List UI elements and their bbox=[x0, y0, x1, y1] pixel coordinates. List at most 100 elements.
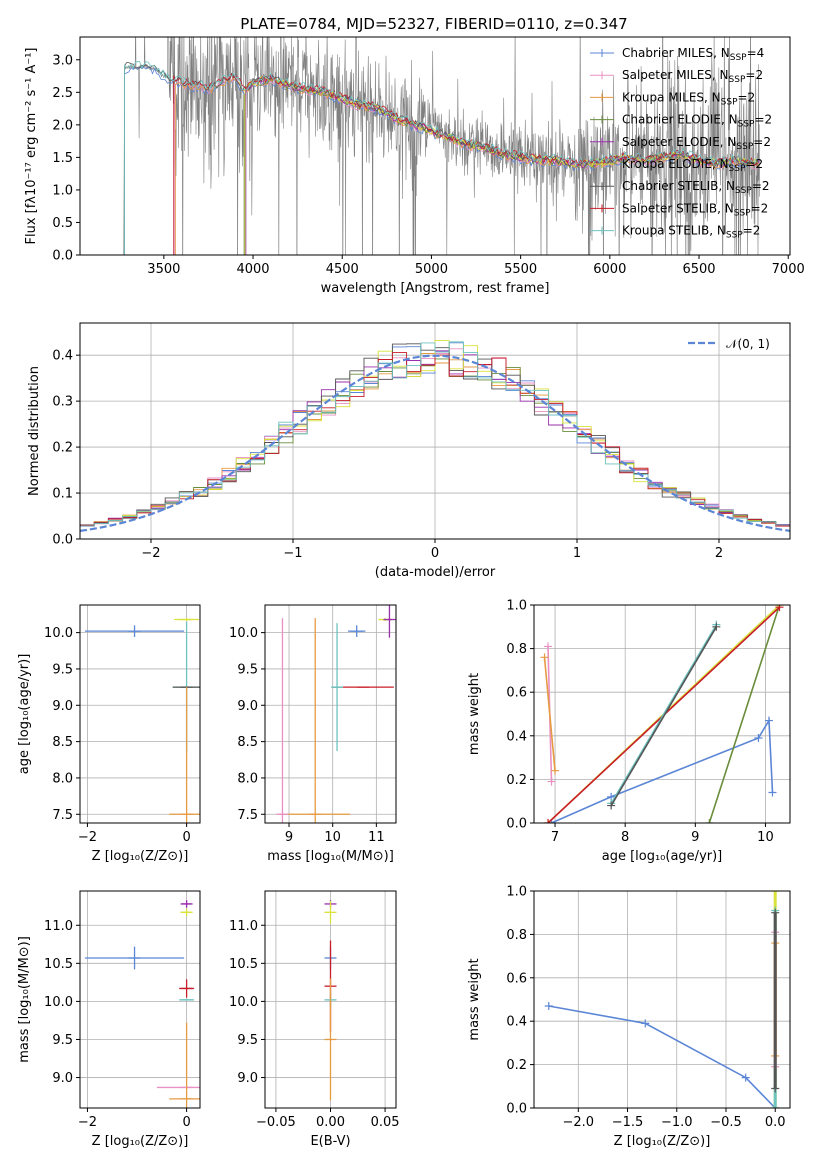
massweight_vs_Z-marker-chabrier_miles bbox=[641, 1019, 650, 1028]
age_vs_mass-xtick-label: 9 bbox=[285, 830, 293, 845]
legend-label-suffix: =2 bbox=[754, 113, 772, 127]
massweight_vs_Z-marker-kroupa_stelib bbox=[771, 1104, 780, 1108]
mass_vs_EBV-xtick-label: 0.00 bbox=[316, 1115, 345, 1130]
massweight_vs_Z-marker-chabrier_stelib bbox=[771, 908, 780, 917]
legend-label-chabrier_elodie: Chabrier ELODIE, NSSP=2 bbox=[622, 113, 772, 130]
spectrum-ylabel: Flux [fλ10⁻¹⁷ erg cm⁻² s⁻¹ A⁻¹] bbox=[24, 48, 39, 245]
mass_vs_Z-frame: −2 0 9.0 9.5 10.0 10.5 11.0 Z [log₁₀(Z/Z⊙)] mass… bbox=[17, 890, 201, 1149]
massweight_vs_age-frame: 7 8 9 10 0.0 0.2 0.4 0.6 0.8 1.0 age [log₁₀(age/yr… bbox=[467, 599, 791, 864]
massweight_vs_Z-marker-chabrier_miles bbox=[544, 1002, 553, 1011]
residuals-ytick-label: 0.3 bbox=[52, 395, 73, 410]
legend-label-suffix: =2 bbox=[745, 68, 763, 82]
spectrum-ytick-label: 2.5 bbox=[52, 86, 73, 101]
spectrum-border bbox=[79, 36, 791, 256]
massweight_vs_age-xtick-label: 7 bbox=[551, 830, 559, 845]
massweight_vs_Z-marker-chabrier_miles bbox=[741, 1073, 750, 1082]
age_vs_Z-border bbox=[79, 604, 201, 824]
spectrum-ytick-label: 0.0 bbox=[52, 249, 73, 264]
massweight_vs_age-ylabel: mass weight bbox=[467, 673, 482, 755]
spectrum-xtick-label: 5000 bbox=[415, 262, 448, 277]
massweight_vs_Z-marker-chabrier_stelib bbox=[771, 1084, 780, 1093]
mass_vs_EBV-ytick-label: 10.5 bbox=[229, 957, 258, 972]
spectrum-data-group bbox=[121, 37, 760, 255]
massweight_vs_age-marker-salpeter_stelib bbox=[775, 605, 784, 612]
legend-label-kroupa_elodie: Kroupa ELODIE, NSSP=2 bbox=[622, 157, 763, 174]
residuals-xlabel: (data-model)/error bbox=[375, 565, 496, 580]
legend-label-sub: SSP bbox=[734, 208, 751, 218]
legend-label-salpeter_stelib: Salpeter STELIB, NSSP=2 bbox=[622, 201, 768, 218]
residuals-ytick-label: 0.0 bbox=[52, 533, 73, 548]
residuals-legend-label: 𝒩(0, 1) bbox=[726, 337, 770, 351]
legend-label-suffix: =2 bbox=[745, 157, 763, 171]
massweight_vs_age-ytick-label: 0.0 bbox=[506, 817, 527, 832]
spectrum-xtick-label: 6000 bbox=[593, 262, 626, 277]
mass_vs_Z-ytick-label: 9.5 bbox=[52, 1033, 73, 1048]
spectrum-xtick-label: 4000 bbox=[236, 262, 269, 277]
legend-label-text: Chabrier STELIB, N bbox=[622, 179, 735, 193]
massweight_vs_Z-line-chabrier_miles bbox=[548, 1005, 776, 1108]
legend-label-suffix: =2 bbox=[753, 135, 771, 149]
mass_vs_EBV-frame: −0.05 0.00 0.05 9.0 9.5 10.0 10.5 11.0 E(B-V) bbox=[229, 890, 400, 1149]
age_vs_mass-xtick-label: 10 bbox=[324, 830, 341, 845]
massweight_vs_Z-axes bbox=[534, 890, 790, 1109]
age_vs_Z-xtick-label: −2 bbox=[78, 830, 97, 845]
massweight_vs_age-marker-salpeter_miles bbox=[544, 642, 553, 651]
residuals-xtick-label: −1 bbox=[283, 546, 302, 561]
massweight_vs_age-marker-chabrier_miles bbox=[754, 733, 763, 742]
mass_vs_Z-xlabel: Z [log₁₀(Z/Z⊙)] bbox=[92, 1134, 189, 1149]
legend-label-salpeter_elodie: Salpeter ELODIE, NSSP=2 bbox=[622, 135, 771, 152]
mass_vs_Z-xtick-label: 0 bbox=[182, 1115, 190, 1130]
legend-label-sub: SSP bbox=[729, 75, 746, 85]
massweight_vs_age-marker-chabrier_miles bbox=[764, 716, 773, 725]
age_vs_mass-ytick-label: 8.0 bbox=[237, 771, 258, 786]
spectrum-data-line bbox=[121, 37, 760, 255]
massweight_vs_Z-xtick-label: −1.0 bbox=[661, 1115, 693, 1130]
massweight_vs_Z-xtick-label: −0.5 bbox=[710, 1115, 742, 1130]
mass_vs_EBV-points bbox=[324, 900, 337, 1101]
age_vs_mass-xtick-label: 11 bbox=[368, 830, 385, 845]
legend-label-chabrier_stelib: Chabrier STELIB, NSSP=2 bbox=[622, 179, 770, 196]
mass_vs_Z-ytick-label: 11.0 bbox=[44, 919, 73, 934]
legend-label-text: Salpeter ELODIE, N bbox=[622, 135, 736, 149]
spectrum-ytick-label: 1.5 bbox=[52, 151, 73, 166]
residuals-legend: 𝒩(0, 1) bbox=[688, 337, 770, 351]
residuals-normal-curve bbox=[80, 354, 790, 532]
massweight_vs_Z-ytick-label: 0.8 bbox=[506, 928, 527, 943]
spectrum-ytick-label: 1.0 bbox=[52, 183, 73, 198]
massweight_vs_Z-ytick-label: 0.6 bbox=[506, 971, 527, 986]
spectrum-frame: 3500 4000 4500 5000 5500 6000 6500 7000 0.0 0.5 1.… bbox=[24, 36, 805, 296]
residuals-ytick-label: 0.2 bbox=[52, 441, 73, 456]
spectrum-model-chabrier_stelib bbox=[124, 62, 759, 255]
massweight_vs_Z-frame: −2.0 −1.5 −1.0 −0.5 0.0 0.0 0.2 0.4 0.6 0.8 1.0 Z [… bbox=[467, 885, 791, 1149]
spectrum-ytick-label: 2.0 bbox=[52, 118, 73, 133]
legend-label-chabrier_miles: Chabrier MILES, NSSP=4 bbox=[622, 46, 764, 63]
mass_vs_EBV-ytick-label: 11.0 bbox=[229, 919, 258, 934]
massweight_vs_age-line-kroupa_stelib bbox=[610, 624, 718, 804]
legend-label-sub: SSP bbox=[726, 231, 743, 241]
spectrum-ytick-label: 3.0 bbox=[52, 53, 73, 68]
figure-title: PLATE=0784, MJD=52327, FIBERID=0110, z=0… bbox=[240, 15, 627, 33]
legend-label-text: Kroupa MILES, N bbox=[622, 90, 721, 104]
massweight_vs_Z-series bbox=[544, 891, 780, 1108]
spectrum-ytick-label: 0.5 bbox=[52, 216, 73, 231]
age_vs_mass-ytick-label: 10.0 bbox=[229, 626, 258, 641]
age_vs_mass-ytick-label: 9.0 bbox=[237, 699, 258, 714]
massweight_vs_age-xtick-label: 10 bbox=[757, 830, 774, 845]
legend-label-sub: SSP bbox=[735, 186, 752, 196]
spectrum-xlabel: wavelength [Angstrom, rest frame] bbox=[321, 281, 550, 296]
legend-label-text: Kroupa STELIB, N bbox=[622, 224, 726, 238]
legend-label-sub: SSP bbox=[721, 97, 738, 107]
legend-label-text: Chabrier MILES, N bbox=[622, 46, 730, 60]
mass_vs_Z-ytick-label: 9.0 bbox=[52, 1071, 73, 1086]
age_vs_Z-ytick-label: 9.0 bbox=[52, 699, 73, 714]
legend-label-suffix: =4 bbox=[747, 46, 765, 60]
age_vs_Z-ytick-label: 10.0 bbox=[44, 626, 73, 641]
age_vs_Z-ytick-label: 7.5 bbox=[52, 808, 73, 823]
mass_vs_EBV-ytick-label: 9.5 bbox=[237, 1033, 258, 1048]
mass_vs_EBV-ytick-label: 10.0 bbox=[229, 995, 258, 1010]
spectrum-models-group bbox=[124, 60, 761, 255]
age_vs_mass-xlabel: mass [log₁₀(M/M⊙)] bbox=[267, 849, 394, 864]
massweight_vs_age-border bbox=[533, 604, 791, 824]
residuals-ylabel: Normed distribution bbox=[27, 366, 42, 496]
